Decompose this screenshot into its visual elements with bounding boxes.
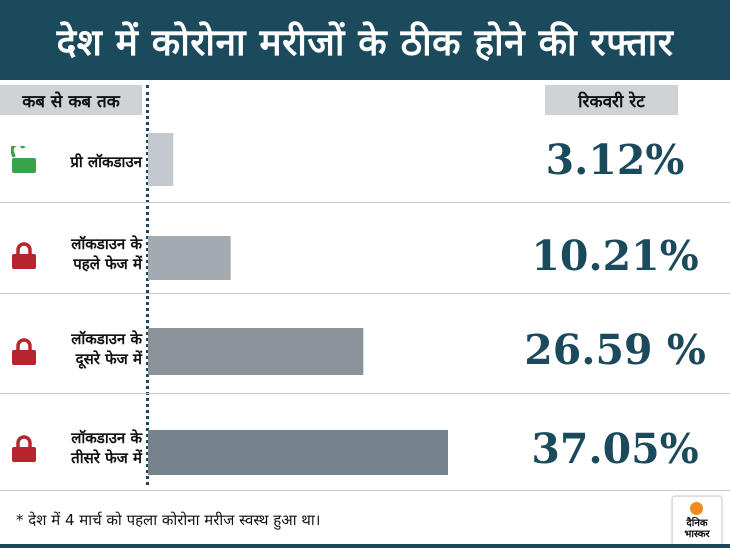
row-label-phase-2: लॉकडाउन के दूसरे फेज में [71, 330, 142, 368]
value-label: 26.59 % [524, 326, 706, 374]
footnote: * देश में 4 मार्च को पहला कोरोना मरीज स्… [16, 511, 321, 529]
bar-4 [148, 430, 448, 475]
row-separator [0, 293, 730, 294]
page-title: देश में कोरोना मरीजों के ठीक होने की रफ्… [0, 0, 730, 80]
value-label: 37.05% [531, 425, 699, 473]
closed-lock-icon [12, 242, 36, 269]
column-divider [146, 85, 149, 485]
row-label-phase-1: लॉकडाउन के पहले फेज में [71, 235, 142, 273]
sun-icon [690, 502, 703, 515]
row-label-phase-3: लॉकडाउन के तीसरे फेज में [71, 429, 142, 467]
bottom-accent-bar [0, 544, 730, 548]
value-label: 10.21% [531, 232, 699, 280]
bar-3 [148, 328, 364, 375]
row-separator [0, 490, 730, 491]
bar-2 [148, 236, 231, 280]
value-label: 3.12% [545, 136, 685, 184]
bar-1 [148, 133, 174, 186]
row-separator [0, 393, 730, 394]
closed-lock-icon [12, 435, 36, 462]
row-separator [0, 202, 730, 203]
period-column-header: कब से कब तक [0, 85, 142, 115]
open-lock-icon [11, 146, 36, 173]
closed-lock-icon [12, 338, 36, 365]
row-label-pre-lockdown: प्री लॉकडाउन [70, 153, 142, 171]
dainik-bhaskar-logo: दैनिक भास्कर [672, 496, 722, 546]
recovery-rate-column-header: रिकवरी रेट [545, 85, 678, 115]
